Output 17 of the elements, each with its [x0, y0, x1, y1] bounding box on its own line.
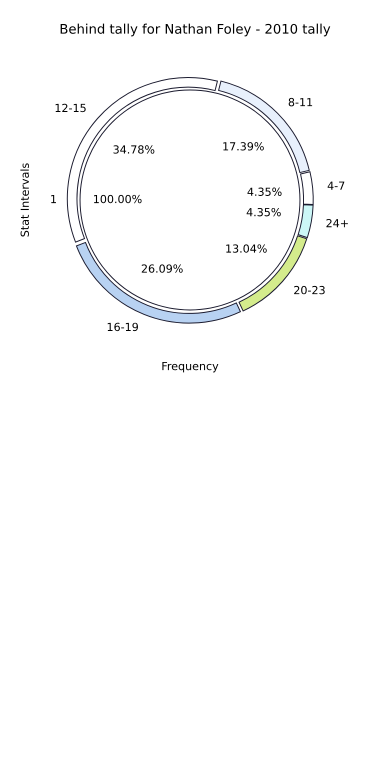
slice-label: 12-15	[56, 104, 86, 112]
data-label: 17.39%	[223, 142, 264, 151]
data-label: 4.35%	[247, 188, 282, 196]
data-label: 13.04%	[226, 244, 267, 253]
chart-title: Behind tally for Nathan Foley - 2010 tally	[60, 24, 330, 36]
slice-label: 4-7	[328, 182, 344, 190]
data-label: 34.78%	[113, 145, 154, 154]
slice-label: 20-23	[294, 286, 325, 294]
data-label: 26.09%	[142, 264, 183, 273]
text: 1	[51, 194, 56, 204]
text: Stat Intervals	[20, 163, 29, 236]
slice-label: 16-19	[108, 322, 138, 332]
text: 100.00%	[94, 194, 142, 204]
data-label: 4.35%	[246, 208, 281, 216]
text: Frequency	[162, 362, 218, 372]
slice-label: 8-11	[288, 98, 312, 106]
slice-label: 24+	[326, 218, 348, 228]
